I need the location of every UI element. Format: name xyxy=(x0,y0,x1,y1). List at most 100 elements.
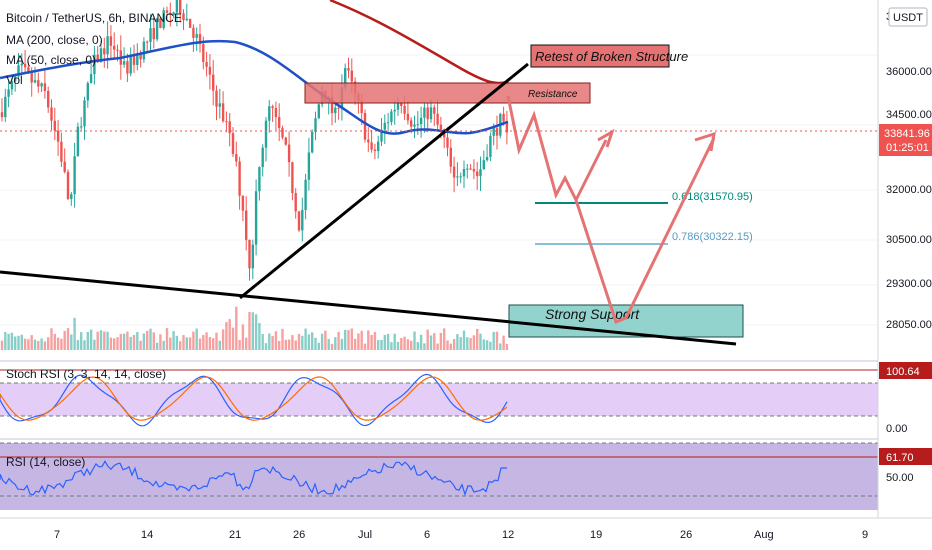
time-ticks: 7 14 21 26 Jul 6 12 19 26 Aug 9 xyxy=(54,529,868,541)
candle-body xyxy=(182,13,185,21)
projection-path[interactable] xyxy=(506,95,716,324)
volume-bar xyxy=(281,328,284,350)
volume-bar xyxy=(499,343,502,350)
time-tick: Aug xyxy=(754,529,774,541)
candle-body xyxy=(10,81,14,90)
fib-786-label: 0.786(30322.15) xyxy=(672,231,753,243)
time-tick: 21 xyxy=(229,529,241,541)
volume-bar xyxy=(198,338,202,350)
candle-body xyxy=(136,54,139,65)
volume-bar xyxy=(502,335,505,350)
candle-body xyxy=(162,10,165,29)
candle-body xyxy=(258,167,261,192)
candle-body xyxy=(4,96,7,118)
candle-body xyxy=(109,36,113,46)
candle-body xyxy=(80,126,83,128)
main-pane xyxy=(0,0,878,518)
volume-bar xyxy=(492,331,495,350)
retest-label-box[interactable] xyxy=(530,44,670,68)
volume-bar xyxy=(235,306,238,350)
volume-bar xyxy=(413,331,416,350)
candle-body xyxy=(205,61,208,67)
rsi-title[interactable]: RSI (14, close) xyxy=(6,455,85,469)
volume-bar xyxy=(304,328,307,350)
vol-legend[interactable]: Vol xyxy=(6,73,23,87)
volume-bar xyxy=(393,333,396,350)
lower-trendline[interactable] xyxy=(0,270,737,346)
candle-body xyxy=(429,107,433,120)
candle-body xyxy=(400,102,403,107)
candle-body xyxy=(76,126,80,157)
volume-bar xyxy=(469,338,472,350)
candle-body xyxy=(462,169,466,177)
currency-badge[interactable] xyxy=(888,7,928,27)
candle-body xyxy=(132,54,136,65)
candle-body xyxy=(30,71,33,83)
time-axis[interactable] xyxy=(0,518,932,550)
candle-body xyxy=(208,66,212,75)
candle-body xyxy=(146,41,149,43)
candle-body xyxy=(202,44,205,62)
candle-body xyxy=(152,28,155,40)
ma200-legend[interactable]: MA (200, close, 0) xyxy=(6,33,103,47)
volume-bar xyxy=(311,332,314,350)
candle-body xyxy=(363,112,367,140)
volume-bar xyxy=(155,342,159,350)
candle-body xyxy=(192,27,195,38)
volume-bar xyxy=(383,334,386,350)
candle-body xyxy=(215,90,218,107)
volume-bar xyxy=(212,338,215,350)
price-axis[interactable] xyxy=(878,0,932,518)
volume-bar xyxy=(482,339,485,350)
candle-body xyxy=(476,171,479,177)
candle-body xyxy=(14,76,17,82)
stoch-title[interactable]: Stoch RSI (3, 3, 14, 14, close) xyxy=(6,367,166,381)
volume-bar xyxy=(396,341,400,350)
current-price-badge xyxy=(879,124,932,156)
candle-body xyxy=(235,154,238,162)
volume-bar xyxy=(119,333,122,350)
candle-body xyxy=(251,244,254,269)
volume-bar xyxy=(452,339,456,350)
volume-bar xyxy=(225,322,228,350)
candle-body xyxy=(459,176,462,178)
candle-body xyxy=(40,83,43,87)
candle-body xyxy=(456,176,459,178)
volume-bar xyxy=(169,337,172,350)
volume-bar xyxy=(231,327,235,350)
volume-bar xyxy=(327,338,330,350)
volume-bar xyxy=(159,334,162,350)
volume-bar xyxy=(221,329,225,350)
volume-bar xyxy=(495,331,499,350)
rsi-value-badge xyxy=(879,448,932,465)
candle-body xyxy=(350,70,353,82)
volume-bar xyxy=(278,340,281,350)
candle-body xyxy=(238,161,241,196)
volume-bar xyxy=(7,333,10,350)
candle-body xyxy=(360,100,363,113)
volume-bar xyxy=(449,343,452,350)
ascending-trendline[interactable] xyxy=(239,62,529,300)
ma50-legend[interactable]: MA (50, close, 0) xyxy=(6,53,96,67)
candle-body xyxy=(43,83,47,91)
stoch-value: 100.64 xyxy=(886,366,920,378)
volume-bar xyxy=(462,330,466,350)
candle-body xyxy=(185,18,188,21)
volume-bar xyxy=(419,334,423,350)
candle-body xyxy=(89,74,93,84)
candle-body xyxy=(195,34,198,38)
candle-body xyxy=(386,122,390,124)
candle-body xyxy=(139,54,142,60)
candle-body xyxy=(344,68,347,88)
candle-body xyxy=(304,179,307,211)
volume-bar xyxy=(284,339,287,350)
candle-body xyxy=(99,48,103,63)
stoch-k-line xyxy=(0,373,508,427)
support-zone[interactable] xyxy=(508,304,744,338)
price-tick-5: 29300.00 xyxy=(886,278,932,290)
resistance-zone[interactable] xyxy=(304,82,591,104)
candle-body xyxy=(96,54,99,63)
candle-body xyxy=(274,108,278,118)
price-tick-3: 32000.00 xyxy=(886,184,932,196)
